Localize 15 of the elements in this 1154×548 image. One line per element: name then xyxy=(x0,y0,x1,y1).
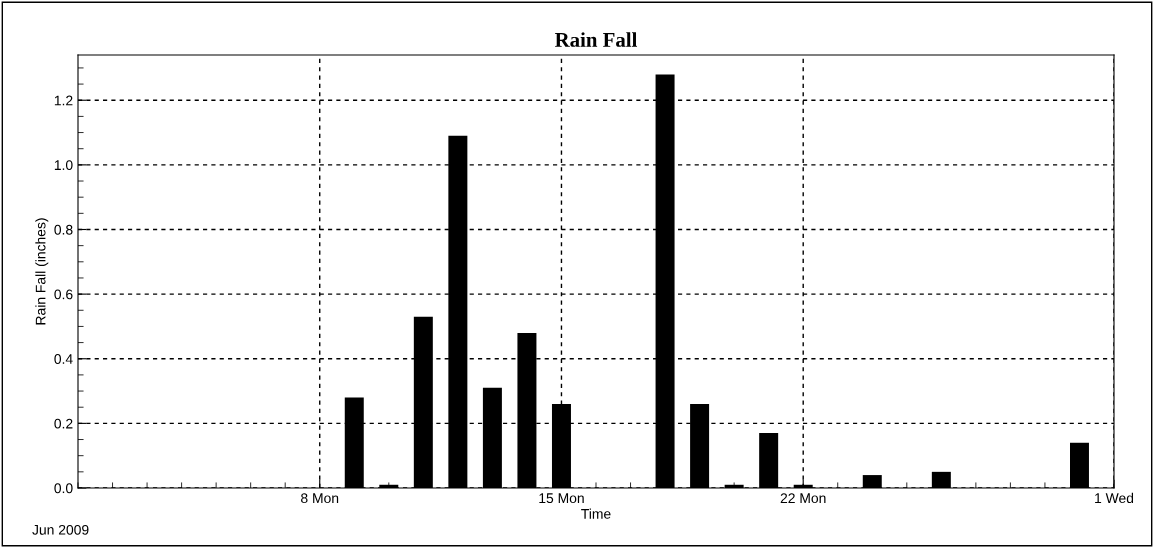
y-tick-label: 0.8 xyxy=(54,224,73,235)
x-tick-label: 15 Mon xyxy=(539,493,584,504)
y-tick-label: 1.2 xyxy=(54,95,73,106)
y-axis-title: Rain Fall (inches) xyxy=(35,218,49,325)
y-tick-label: 0.6 xyxy=(54,289,73,300)
y-tick-label: 1.0 xyxy=(54,160,73,171)
x-tick-label: 1 Wed xyxy=(1095,492,1134,504)
y-tick-label: 0.4 xyxy=(54,354,73,364)
text: Jun 2009 xyxy=(32,524,89,535)
y-tick-label: 0.2 xyxy=(54,418,73,429)
x-tick-label: 8 Mon xyxy=(301,493,339,504)
chart-title: Rain Fall xyxy=(554,32,638,47)
y-tick-label: 0.0 xyxy=(54,483,73,494)
x-axis-title: Time xyxy=(581,508,611,519)
x-tick-label: 22 Mon xyxy=(780,493,826,504)
